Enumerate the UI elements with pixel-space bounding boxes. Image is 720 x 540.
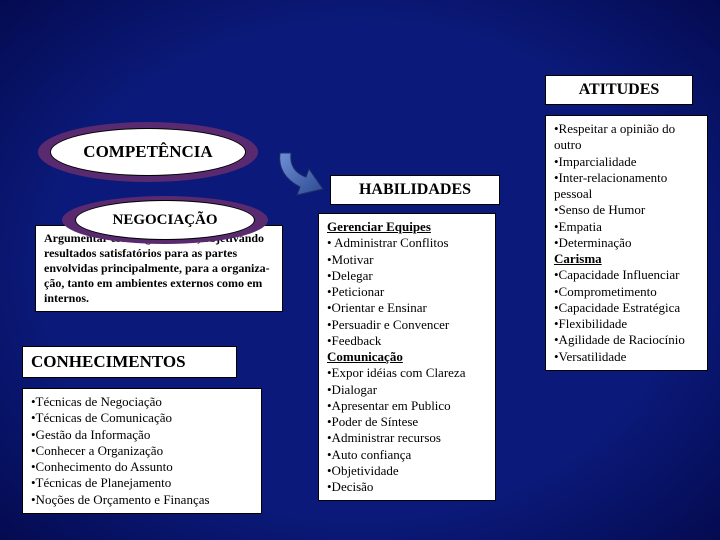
habilidades-item: •Apresentar em Publico [327,398,487,414]
atitudes-item: •Capacidade Influenciar [554,267,699,283]
habilidades-title-box: HABILIDADES [330,175,500,205]
competencia-ellipse: COMPETÊNCIA [50,128,246,176]
habilidades-item: •Poder de Síntese [327,414,487,430]
habilidades-title: HABILIDADES [359,181,471,198]
habilidades-item: • Administrar Conflitos [327,235,487,251]
curved-arrow-icon [275,145,335,195]
habilidades-subhead2: Comunicação [327,349,487,365]
conhecimentos-item: •Conhecer a Organização [31,443,253,459]
habilidades-item: •Feedback [327,333,487,349]
habilidades-item: •Auto confiança [327,447,487,463]
conhecimentos-body-box: •Técnicas de Negociação •Técnicas de Com… [22,388,262,514]
atitudes-item: •Versatilidade [554,349,699,365]
negociacao-title: NEGOCIAÇÃO [112,212,217,229]
habilidades-item: •Dialogar [327,382,487,398]
atitudes-title-box: ATITUDES [545,75,693,105]
atitudes-item: •Respeitar a opinião do outro [554,121,699,154]
atitudes-item: •Determinação [554,235,699,251]
conhecimentos-item: •Conhecimento do Assunto [31,459,253,475]
conhecimentos-item: •Técnicas de Planejamento [31,475,253,491]
atitudes-item: •Capacidade Estratégica [554,300,699,316]
conhecimentos-item: •Gestão da Informação [31,427,253,443]
atitudes-item: •Flexibilidade [554,316,699,332]
habilidades-item: •Persuadir e Convencer [327,317,487,333]
conhecimentos-item: •Técnicas de Comunicação [31,410,253,426]
atitudes-title: ATITUDES [579,81,660,98]
habilidades-subhead1: Gerenciar Equipes [327,219,487,235]
habilidades-body-box: Gerenciar Equipes • Administrar Conflito… [318,213,496,501]
atitudes-item: •Inter-relacionamento pessoal [554,170,699,203]
habilidades-item: •Decisão [327,479,487,495]
atitudes-item: •Senso de Humor [554,202,699,218]
habilidades-item: •Objetividade [327,463,487,479]
habilidades-item: •Motivar [327,252,487,268]
atitudes-item: •Agilidade de Raciocínio [554,332,699,348]
negociacao-ellipse: NEGOCIAÇÃO [75,200,255,240]
competencia-title: COMPETÊNCIA [83,142,212,162]
atitudes-body-box: •Respeitar a opinião do outro •Imparcial… [545,115,708,371]
habilidades-item: •Administrar recursos [327,430,487,446]
atitudes-item: •Imparcialidade [554,154,699,170]
conhecimentos-item: •Técnicas de Negociação [31,394,253,410]
conhecimentos-item: •Noções de Orçamento e Finanças [31,492,253,508]
atitudes-item: •Comprometimento [554,284,699,300]
habilidades-item: •Delegar [327,268,487,284]
habilidades-item: •Orientar e Ensinar [327,300,487,316]
atitudes-item: •Empatia [554,219,699,235]
habilidades-item: •Peticionar [327,284,487,300]
habilidades-item: •Expor idéias com Clareza [327,365,487,381]
atitudes-subhead: Carisma [554,251,699,267]
conhecimentos-title: CONHECIMENTOS [31,352,186,371]
conhecimentos-title-box: CONHECIMENTOS [22,346,237,378]
